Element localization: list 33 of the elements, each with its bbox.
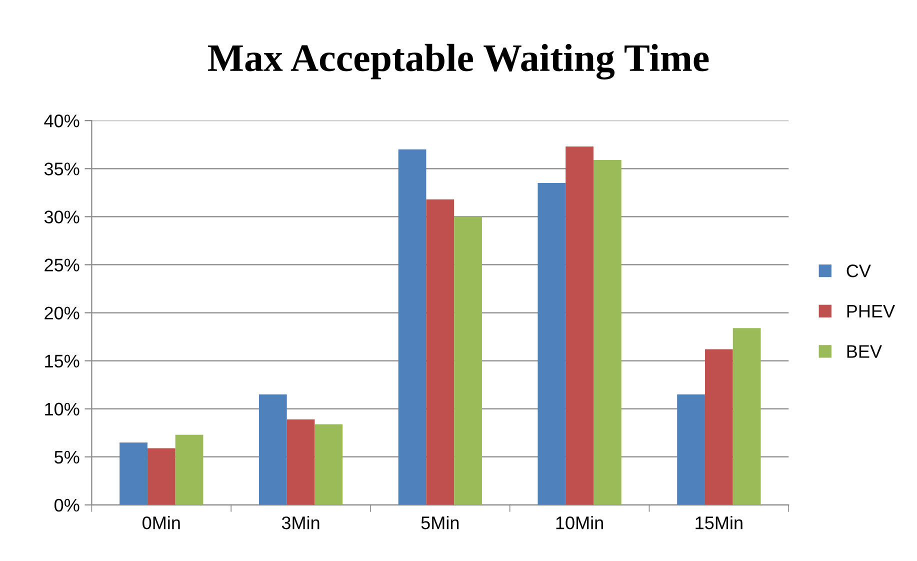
bar [426, 199, 454, 505]
y-tick-label: 35% [44, 162, 80, 176]
legend-label: BEV [847, 345, 882, 358]
chart-title: Max Acceptable Waiting Time [208, 44, 709, 80]
bar [258, 394, 287, 505]
bar [147, 448, 176, 505]
bar [454, 216, 482, 505]
bar [398, 149, 426, 505]
legend-label: CV [846, 264, 871, 278]
x-tick-label: 5Min [421, 516, 459, 530]
bar [538, 183, 566, 505]
y-tick-label: 30% [44, 210, 80, 224]
y-tick-label: 10% [45, 402, 80, 416]
y-tick-label: 25% [44, 258, 80, 272]
bar [120, 442, 148, 505]
y-tick-label: 20% [44, 306, 80, 320]
bar [677, 394, 705, 505]
y-tick-label: 40% [44, 114, 80, 128]
bar [566, 146, 594, 505]
y-tick-label: 0% [54, 498, 80, 512]
x-tick-label: 15Min [696, 516, 742, 530]
x-tick-label: 10Min [556, 516, 603, 530]
x-tick-label: 3Min [282, 516, 320, 530]
bar [732, 328, 761, 505]
bar [175, 434, 204, 505]
bar [593, 160, 622, 505]
legend-label: PHEV [847, 305, 895, 318]
bar [286, 419, 315, 505]
y-tick-label: 5% [54, 450, 80, 464]
bar [704, 349, 733, 505]
bar [314, 424, 343, 505]
y-tick-label: 15% [45, 354, 80, 368]
x-tick-label: 0Min [142, 516, 180, 530]
